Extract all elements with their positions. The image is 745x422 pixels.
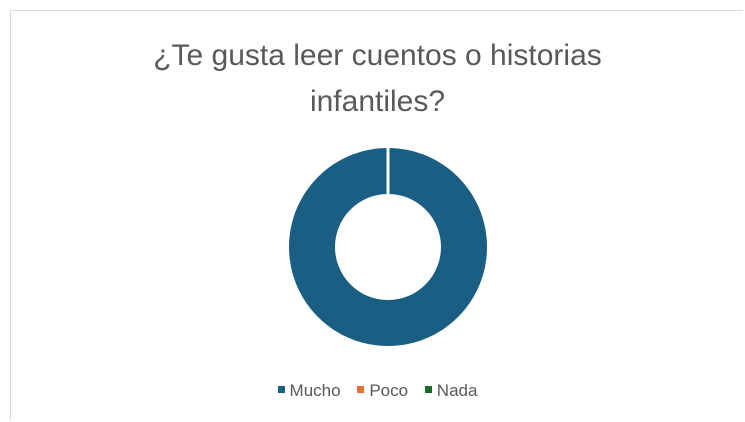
legend-label-poco: Poco — [369, 381, 409, 400]
legend-item-mucho: Mucho — [277, 381, 341, 401]
legend-swatch-poco — [357, 386, 365, 394]
chart-legend: Mucho Poco Nada — [11, 381, 744, 401]
legend-swatch-mucho — [277, 386, 285, 394]
legend-item-poco: Poco — [357, 381, 408, 401]
chart-title-line-2: infantiles? — [309, 85, 446, 118]
legend-label-nada: Nada — [436, 381, 478, 400]
chart-title: ¿Te gusta leer cuentos o historias infan… — [11, 33, 744, 125]
donut-slice-mucho — [288, 147, 488, 347]
chart-area: ¿Te gusta leer cuentos o historias infan… — [10, 10, 743, 420]
legend-label-mucho: Mucho — [289, 381, 341, 400]
donut-chart — [288, 147, 488, 347]
legend-swatch-nada — [424, 386, 432, 394]
legend-item-nada: Nada — [424, 381, 478, 401]
chart-title-line-1: ¿Te gusta leer cuentos o historias — [153, 39, 602, 72]
